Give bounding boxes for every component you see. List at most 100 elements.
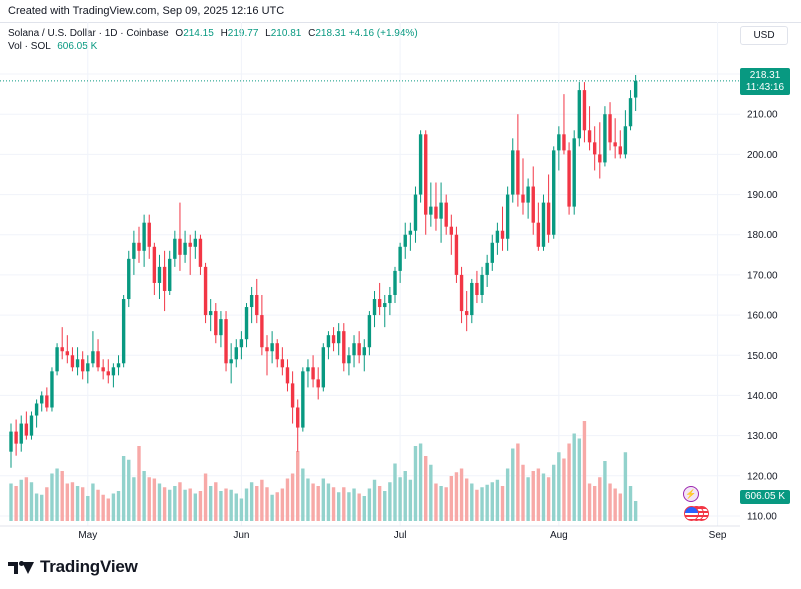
event-icons[interactable]: ⚡ xyxy=(680,486,710,522)
time-axis: May Jun Jul Aug Sep xyxy=(78,530,727,541)
volume-bar xyxy=(367,488,372,521)
volume-bar xyxy=(60,471,64,521)
time-tick-label: May xyxy=(78,530,97,541)
volume-bar xyxy=(80,487,85,521)
volume-bar xyxy=(157,483,162,521)
candle-body xyxy=(541,202,546,247)
volume-bar xyxy=(408,479,413,521)
currency-selector[interactable]: USD xyxy=(740,26,788,45)
volume-bar xyxy=(29,482,34,521)
volume-bar xyxy=(326,483,331,521)
volume-bar xyxy=(403,471,407,521)
volume-bar xyxy=(321,478,326,521)
volume-bar xyxy=(429,464,433,521)
volume-bar xyxy=(577,438,582,521)
volume-bar xyxy=(229,489,233,521)
volume-bar xyxy=(132,477,136,521)
low-value: 210.81 xyxy=(270,28,302,39)
lightning-icon[interactable]: ⚡ xyxy=(683,486,699,502)
volume-bar xyxy=(526,477,530,521)
candle-body xyxy=(577,90,582,139)
volume-bar xyxy=(19,479,23,521)
candle-body xyxy=(454,234,459,275)
volume-bar xyxy=(567,443,571,521)
candle-body xyxy=(162,266,167,291)
volume-bar xyxy=(459,468,464,521)
price-tick-label: 200.00 xyxy=(747,150,778,161)
candle-body xyxy=(106,371,110,376)
volume-bar xyxy=(603,461,607,521)
candle-body xyxy=(55,347,59,372)
candle-body xyxy=(229,359,233,364)
candle-body xyxy=(132,242,136,259)
candle-body xyxy=(511,150,515,195)
volume-bar xyxy=(91,483,95,521)
countdown-value: 11:43:16 xyxy=(745,82,785,93)
volume-bar xyxy=(347,492,351,521)
candle-body xyxy=(475,282,479,295)
candle-body xyxy=(296,407,300,428)
volume-bar xyxy=(101,494,105,521)
candle-body xyxy=(546,202,551,235)
volume-bar xyxy=(55,468,59,521)
volume-bar xyxy=(398,477,402,521)
volume-bar xyxy=(34,493,39,521)
candle-body xyxy=(562,134,566,151)
legend: Solana / U.S. Dollar · 1D · Coinbase O21… xyxy=(8,27,418,53)
volume-label[interactable]: Vol · SOL xyxy=(8,41,51,52)
candle-body xyxy=(603,114,607,163)
candle-body xyxy=(434,206,438,219)
price-tick-label: 130.00 xyxy=(747,431,778,442)
volume-bar xyxy=(193,493,198,521)
volume-bar xyxy=(439,486,443,521)
tradingview-logo[interactable]: TradingView xyxy=(8,556,138,578)
high-value: 219.77 xyxy=(227,28,259,39)
volume-bar xyxy=(152,478,157,521)
price-tick-label: 110.00 xyxy=(747,511,777,522)
candle-body xyxy=(24,423,29,436)
candle-body xyxy=(290,383,295,408)
price-tick-label: 150.00 xyxy=(747,351,778,362)
volume-bar xyxy=(168,489,172,521)
volume-bar xyxy=(490,482,494,521)
candle-body xyxy=(531,186,535,223)
volume-bar xyxy=(40,494,44,521)
volume-bar xyxy=(311,483,315,521)
us-flag-icon[interactable] xyxy=(684,506,699,521)
price-tick-label: 160.00 xyxy=(747,311,778,322)
volume-bar xyxy=(290,473,295,521)
candle-body xyxy=(316,379,320,388)
candle-body xyxy=(521,194,525,203)
volume-bar xyxy=(613,488,617,521)
close-label: C xyxy=(308,28,316,39)
volume-bar xyxy=(234,493,238,521)
candle-body xyxy=(362,347,366,356)
volume-bar xyxy=(598,477,602,521)
volume-bar xyxy=(582,421,587,521)
volume-bar xyxy=(219,491,223,521)
volume-bar xyxy=(265,487,269,521)
legend-row-volume: Vol · SOL 606.05 K xyxy=(8,40,418,53)
candle-body xyxy=(321,347,326,388)
candle-body xyxy=(439,202,443,219)
candle-body xyxy=(424,134,428,215)
volume-bar xyxy=(592,486,597,521)
candle-body xyxy=(633,80,638,98)
volume-bar xyxy=(331,487,336,521)
candle-body xyxy=(306,367,310,372)
candle-body xyxy=(526,186,530,203)
candle-body xyxy=(582,90,587,131)
candle-body xyxy=(224,319,228,364)
candle-body xyxy=(198,238,203,267)
volume-bar xyxy=(393,463,397,521)
candle-body xyxy=(372,299,377,316)
volume-bar xyxy=(173,486,177,521)
candle-body xyxy=(623,126,628,155)
candle-body xyxy=(408,230,413,235)
candle-body xyxy=(173,238,177,259)
volume-bar xyxy=(224,488,228,521)
volume-bar xyxy=(372,479,377,521)
candle-body xyxy=(86,363,90,372)
symbol-name[interactable]: Solana / U.S. Dollar · 1D · Coinbase xyxy=(8,28,169,39)
volume-bar xyxy=(557,452,561,521)
